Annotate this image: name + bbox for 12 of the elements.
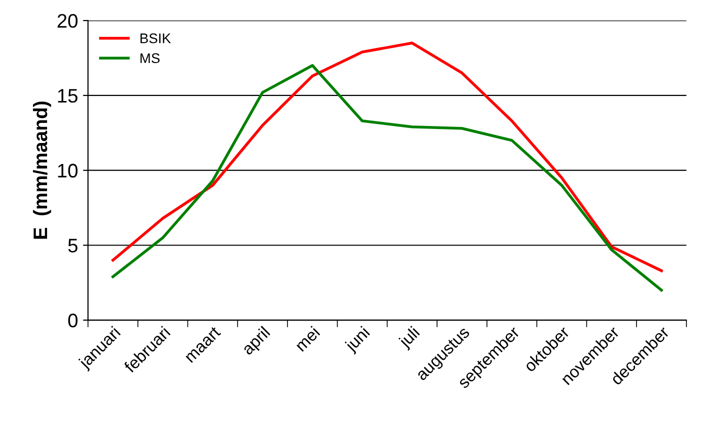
legend-label: MS <box>140 53 160 64</box>
legend-label: BSIK <box>140 33 171 44</box>
y-tick-label: 0 <box>68 314 78 328</box>
y-tick-label: 15 <box>58 89 78 103</box>
y-tick-label: 20 <box>58 14 78 28</box>
line-series <box>112 42 663 272</box>
y-tick-label: 10 <box>58 164 78 178</box>
x-tick-label: mei <box>294 326 320 352</box>
line-series <box>112 64 663 292</box>
y-tick-label: 5 <box>68 238 78 252</box>
y-axis-title: E (mm/maand) <box>32 102 52 239</box>
x-tick-label: juli <box>397 326 422 351</box>
